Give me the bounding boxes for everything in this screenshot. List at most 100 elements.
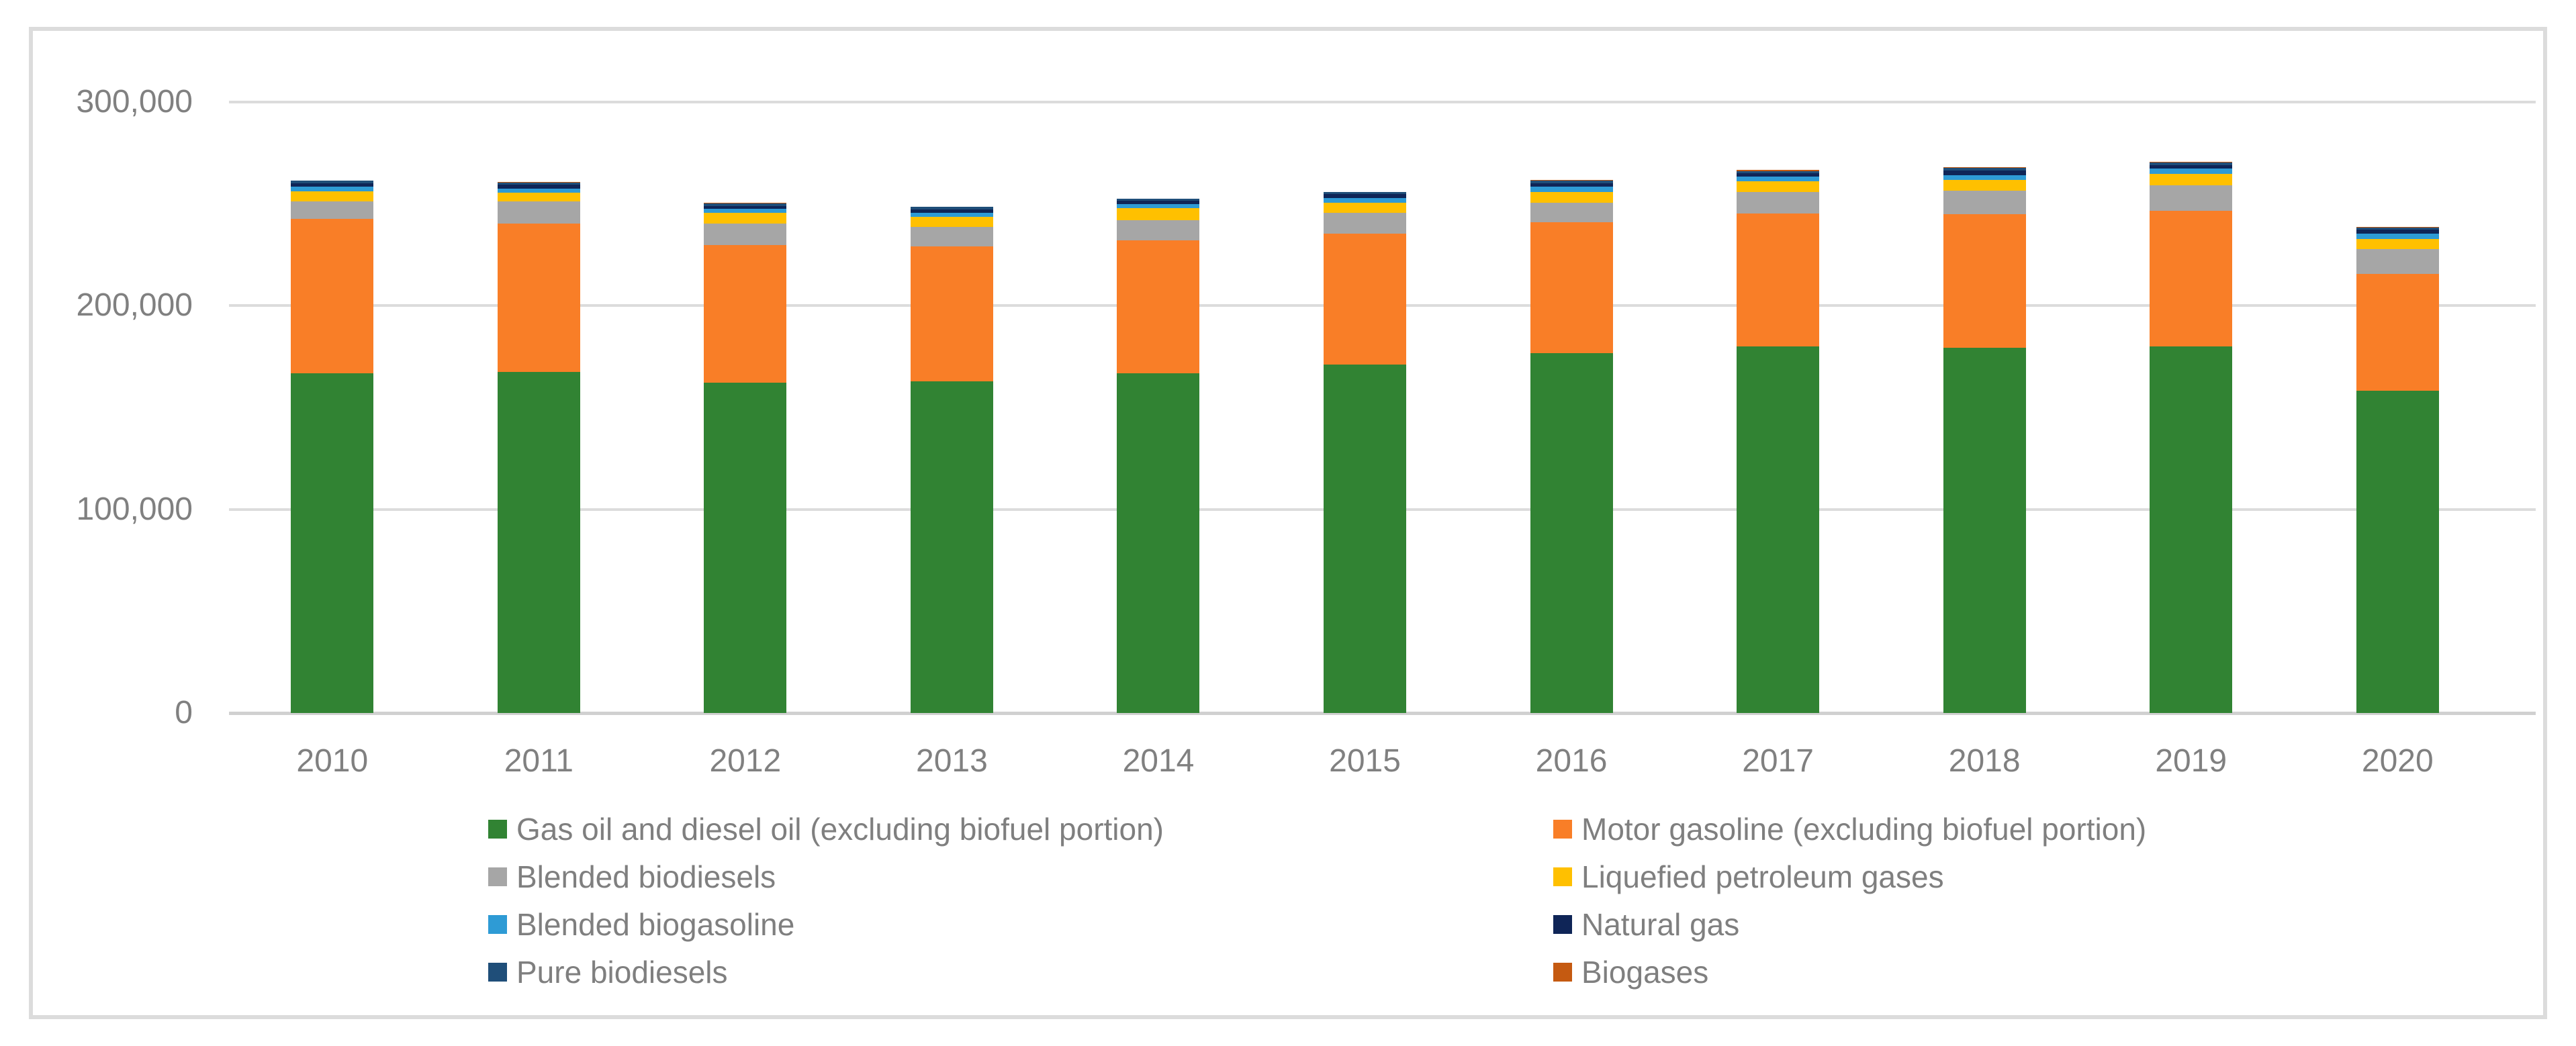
bar-segment (1943, 191, 2026, 215)
bar-segment (1324, 234, 1407, 365)
bar-segment (910, 381, 993, 713)
legend-item: Biogases (1553, 953, 1708, 991)
bar-segment (1117, 199, 1200, 201)
bar-segment (704, 209, 787, 213)
bar-segment (2356, 227, 2439, 230)
legend-label: Blended biodiesels (516, 859, 776, 894)
bar-segment (1737, 173, 1820, 177)
bar-segment (2356, 391, 2439, 713)
bar-segment (2356, 248, 2439, 275)
bar-segment (2150, 162, 2233, 165)
bar-segment (1943, 175, 2026, 181)
gridline (229, 101, 2536, 103)
bar-segment (1943, 214, 2026, 348)
bar-segment (910, 217, 993, 228)
bar-2015 (1324, 191, 1407, 713)
bar-segment (497, 183, 580, 185)
x-axis-tick-label: 2014 (1122, 743, 1195, 779)
legend-swatch-icon (1553, 867, 1572, 886)
chart-frame-border (29, 27, 2547, 1019)
bar-segment (497, 182, 580, 183)
bar-segment (910, 246, 993, 382)
bar-segment (704, 224, 787, 245)
bar-segment (1737, 171, 1820, 173)
bar-2016 (1530, 180, 1613, 713)
bar-segment (291, 191, 374, 201)
bar-segment (2150, 185, 2233, 211)
x-axis-tick-label: 2012 (709, 743, 782, 779)
legend-item: Blended biogasoline (488, 906, 794, 943)
bar-segment (1530, 180, 1613, 181)
legend-label: Blended biogasoline (516, 907, 795, 942)
legend-swatch-icon (1553, 915, 1572, 934)
bar-2011 (497, 182, 580, 713)
bar-segment (704, 383, 787, 713)
bar-segment (2150, 174, 2233, 186)
bar-segment (1530, 222, 1613, 353)
x-axis-tick-label: 2018 (1948, 743, 2021, 779)
legend-item: Liquefied petroleum gases (1553, 858, 1944, 896)
bar-2019 (2150, 161, 2233, 713)
bar-segment (1530, 191, 1613, 203)
bar-segment (910, 227, 993, 246)
bar-segment (291, 201, 374, 220)
legend-label: Pure biodiesels (516, 955, 728, 990)
bar-2018 (1943, 167, 2026, 713)
bar-segment (704, 212, 787, 224)
legend-label: Liquefied petroleum gases (1581, 859, 1944, 894)
bar-segment (1324, 212, 1407, 234)
bar-segment (1737, 177, 1820, 182)
bar-segment (1117, 201, 1200, 205)
x-axis-tick-label: 2010 (296, 743, 369, 779)
legend-swatch-icon (488, 820, 507, 839)
bar-segment (291, 373, 374, 713)
bar-segment (1530, 181, 1613, 183)
bar-segment (291, 183, 374, 187)
bar-segment (1324, 365, 1407, 713)
bar-segment (1737, 213, 1820, 346)
legend-label: Gas oil and diesel oil (excluding biofue… (516, 812, 1164, 847)
bar-segment (2356, 238, 2439, 249)
bar-2013 (910, 207, 993, 713)
bar-segment (1943, 347, 2026, 713)
bar-segment (2356, 226, 2439, 228)
legend-item: Pure biodiesels (488, 953, 728, 991)
bar-segment (291, 181, 374, 184)
legend-swatch-icon (1553, 963, 1572, 982)
legend-item: Natural gas (1553, 906, 1739, 943)
bar-segment (497, 189, 580, 193)
y-axis-tick-label: 0 (175, 695, 193, 730)
bar-segment (2356, 230, 2439, 234)
legend-item: Motor gasoline (excluding biofuel portio… (1553, 810, 2146, 848)
bar-segment (704, 244, 787, 383)
bar-segment (704, 206, 787, 209)
bar-segment (2356, 274, 2439, 391)
legend-label: Natural gas (1581, 907, 1740, 942)
x-axis-tick-label: 2016 (1535, 743, 1608, 779)
bar-segment (1737, 170, 1820, 171)
legend-swatch-icon (488, 963, 507, 982)
bar-segment (2150, 211, 2233, 347)
bar-segment (497, 371, 580, 713)
bar-segment (1117, 373, 1200, 713)
bar-segment (2150, 346, 2233, 713)
bar-segment (1324, 193, 1407, 198)
bar-segment (1737, 181, 1820, 193)
x-axis-tick-label: 2011 (504, 743, 573, 779)
bar-segment (1530, 202, 1613, 222)
bar-segment (2150, 168, 2233, 175)
bar-segment (1943, 167, 2026, 169)
bar-segment (1530, 183, 1613, 187)
legend-item: Gas oil and diesel oil (excluding biofue… (488, 810, 1164, 848)
bar-segment (497, 193, 580, 202)
bar-segment (2150, 164, 2233, 169)
legend-swatch-icon (488, 915, 507, 934)
x-axis-tick-label: 2019 (2155, 743, 2227, 779)
bar-2017 (1737, 170, 1820, 713)
y-axis-tick-label: 300,000 (76, 84, 193, 120)
x-axis-tick-label: 2013 (916, 743, 988, 779)
legend-item: Blended biodiesels (488, 858, 776, 896)
bar-segment (1117, 240, 1200, 374)
bar-segment (291, 219, 374, 374)
